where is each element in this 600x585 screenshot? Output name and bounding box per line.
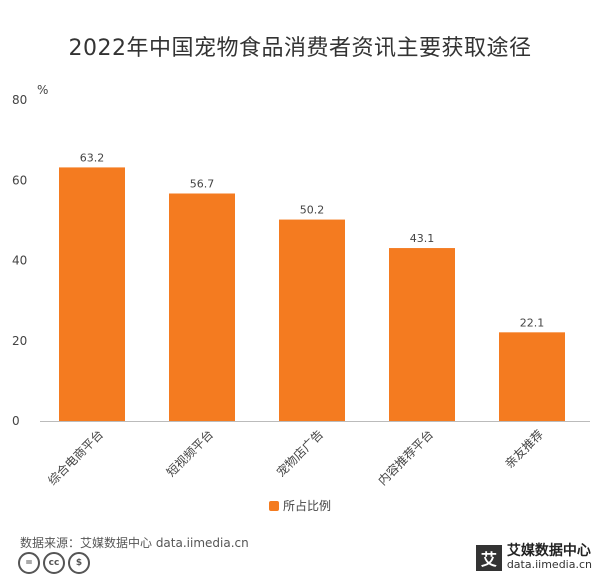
brand-name: 艾媒数据中心 — [506, 543, 591, 559]
y-tick-label: 20 — [12, 334, 27, 348]
y-tick-label: 60 — [12, 173, 27, 187]
legend-swatch — [268, 501, 279, 511]
x-tick-label: 亲友推荐 — [502, 427, 546, 471]
data-label: 63.2 — [80, 151, 105, 164]
bar — [279, 219, 345, 421]
data-label: 22.1 — [520, 316, 545, 329]
license-icons: = cc $ — [18, 552, 90, 574]
dollar-icon: $ — [68, 552, 90, 574]
bar — [389, 248, 455, 421]
chart-title: 2022年中国宠物食品消费者资讯主要获取途径 — [68, 36, 532, 61]
brand-mark-icon: 艾 — [475, 544, 502, 571]
source-note: 数据来源：艾媒数据中心 data.iimedia.cn — [20, 536, 249, 550]
bar — [59, 167, 125, 421]
x-tick-label: 内容推荐平台 — [375, 427, 437, 489]
cc-icon: cc — [43, 552, 65, 574]
bar — [499, 332, 565, 421]
x-tick-label: 短视频平台 — [163, 427, 216, 480]
unit-label: % — [37, 83, 48, 97]
legend: 所占比例 — [0, 497, 600, 514]
x-axis: 综合电商平台 短视频平台 宠物店广告 内容推荐平台 亲友推荐 — [40, 421, 590, 489]
x-tick-label: 综合电商平台 — [45, 427, 107, 489]
data-label: 50.2 — [300, 204, 325, 217]
legend-label: 所占比例 — [282, 499, 331, 513]
y-tick-label: 80 — [12, 93, 27, 107]
brand-url: data.iimedia.cn — [506, 558, 592, 572]
bars: 63.2 56.7 50.2 43.1 22.1 — [59, 151, 565, 421]
brand-logo: 艾 艾媒数据中心 data.iimedia.cn — [475, 543, 592, 572]
data-label: 43.1 — [410, 232, 435, 245]
x-tick-label: 宠物店广告 — [273, 427, 326, 480]
y-tick-label: 0 — [12, 414, 20, 428]
bar — [169, 193, 235, 421]
y-axis: 0 20 40 60 80% — [12, 83, 48, 428]
equal-icon: = — [18, 552, 40, 574]
y-tick-label: 40 — [12, 254, 27, 268]
bar-chart: 0 20 40 60 80% 63.2 56.7 50.2 43.1 22.1 综合电商平台 短视… — [12, 83, 590, 489]
data-label: 56.7 — [190, 177, 215, 190]
